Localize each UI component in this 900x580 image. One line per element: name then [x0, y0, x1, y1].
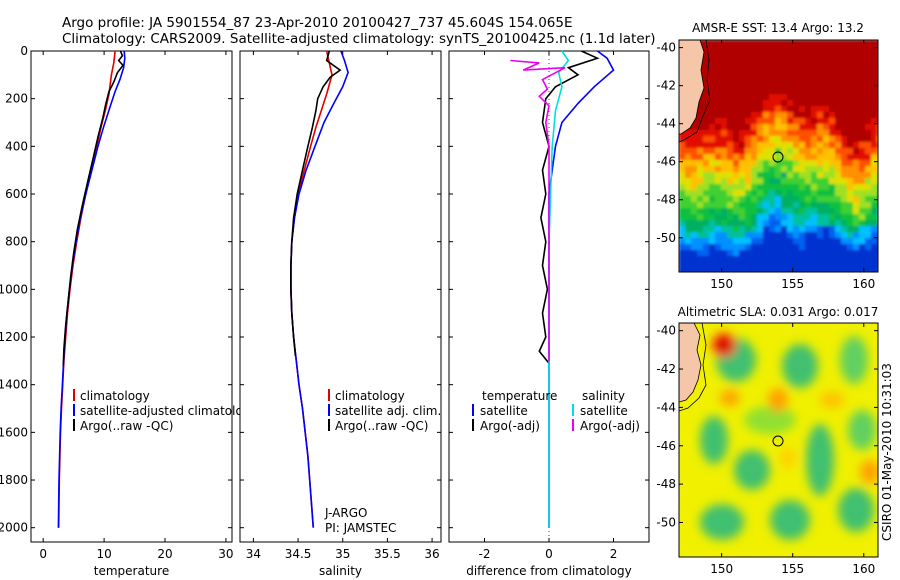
- x-tick-label: 0: [545, 547, 553, 561]
- series-line-magenta: [510, 59, 566, 361]
- x-tick-label: -2: [478, 547, 490, 561]
- map-y-tick-label: -40: [656, 41, 676, 55]
- x-tick-label: 10: [96, 547, 111, 561]
- y-tick-label: 600: [5, 187, 28, 201]
- sla-coast-contour: [679, 323, 707, 412]
- sla-heatmap: [700, 333, 878, 540]
- legend-label: Argo(-adj): [580, 419, 640, 433]
- y-tick-label: 1000: [0, 282, 28, 296]
- map-y-tick-label: -44: [656, 117, 676, 131]
- x-axis-label: difference from climatology: [466, 564, 632, 578]
- sla-map-panel: Altimetric SLA: 0.031 Argo: 0.017: [656, 305, 879, 576]
- sla-argo-marker: [772, 435, 784, 447]
- map-y-tick-label: -50: [656, 231, 676, 245]
- x-tick-label: 35.5: [374, 547, 401, 561]
- legend-label: salinity: [582, 389, 625, 403]
- map-y-tick-label: -40: [656, 324, 676, 338]
- sst-map-title: AMSR-E SST: 13.4 Argo: 13.2: [692, 21, 864, 35]
- y-tick-label: 400: [5, 139, 28, 153]
- y-tick-label: 1800: [0, 473, 28, 487]
- x-tick-label: 35: [335, 547, 350, 561]
- y-tick-label: 200: [5, 92, 28, 106]
- map-y-tick-label: -46: [656, 155, 676, 169]
- x-tick-label: 34.5: [285, 547, 312, 561]
- x-tick-label: 34: [246, 547, 261, 561]
- sla-map-title: Altimetric SLA: 0.031 Argo: 0.017: [678, 305, 879, 319]
- map-y-tick-label: -46: [656, 439, 676, 453]
- y-tick-label: 1600: [0, 425, 28, 439]
- header-line-1: Argo profile: JA 5901554_87 23-Apr-2010 …: [62, 15, 573, 31]
- sst-land: [679, 40, 705, 135]
- legend-label: Argo(-adj): [480, 419, 540, 433]
- x-tick-label: 36: [424, 547, 439, 561]
- y-tick-label: 800: [5, 235, 28, 249]
- map-x-tick-label: 160: [852, 562, 875, 576]
- y-tick-label: 2000: [0, 521, 28, 535]
- sla-land: [679, 323, 702, 403]
- sst-coast-contour: [679, 40, 711, 143]
- x-axis-label: salinity: [319, 564, 362, 578]
- header-line-2: Climatology: CARS2009. Satellite-adjuste…: [62, 31, 655, 47]
- series-line-black: [62, 50, 125, 366]
- x-tick-label: 0: [39, 547, 47, 561]
- annotation-line: PI: JAMSTEC: [325, 521, 396, 535]
- y-tick-label: 0: [20, 44, 28, 58]
- temperature-panel: 0 10 20 30 0 200 400 600 800 1000 1200 1400 1600 1800…: [0, 44, 258, 578]
- x-axis-label: temperature: [94, 564, 169, 578]
- legend-label: Argo(..raw -QC): [335, 419, 428, 433]
- map-x-tick-label: 150: [710, 277, 733, 291]
- plot-frame: [239, 50, 442, 543]
- map-x-tick-label: 155: [781, 562, 804, 576]
- sst-heatmap: [679, 40, 878, 272]
- sla-axes: 150 155 160 -40 -42 -44 -46 -48 -50: [656, 323, 878, 576]
- map-y-tick-label: -44: [656, 400, 676, 414]
- map-y-tick-label: -42: [656, 79, 676, 93]
- x-tick-label: 30: [218, 547, 233, 561]
- legend-label: satellite: [480, 404, 528, 418]
- map-x-tick-label: 155: [781, 277, 804, 291]
- map-y-tick-label: -48: [656, 477, 676, 491]
- annotation-line: J-ARGO: [324, 506, 367, 520]
- map-x-tick-label: 160: [852, 277, 875, 291]
- legend-label: Argo(..raw -QC): [80, 419, 173, 433]
- series-line-black: [538, 50, 600, 364]
- difference-panel: -2 0 2 difference from climatology temperatu…: [448, 50, 650, 578]
- legend-label: climatology: [80, 389, 150, 403]
- timestamp-side-text: CSIRO 01-May-2010 10:31:03: [880, 363, 894, 541]
- sst-argo-marker: [772, 151, 784, 163]
- sst-axes: 150 155 160 -40 -42 -44 -46 -48 -50: [656, 40, 878, 291]
- map-y-tick-label: -42: [656, 362, 676, 376]
- x-tick-label: 20: [157, 547, 172, 561]
- map-y-tick-label: -48: [656, 193, 676, 207]
- series-line-black: [290, 50, 342, 357]
- map-x-tick-label: 150: [710, 562, 733, 576]
- plot-frame: [30, 50, 233, 543]
- sst-map-panel: AMSR-E SST: 13.4 Argo: 13.2 150 155 160 -40…: [656, 21, 879, 291]
- x-tick-label: 2: [610, 547, 618, 561]
- salinity-panel: 34 34.5 35 35.5 36 salinity climatologysatelli…: [239, 50, 442, 578]
- legend-label: temperature: [482, 389, 557, 403]
- map-y-tick-label: -50: [656, 515, 676, 529]
- legend-label: satellite-adjusted climatology: [80, 404, 258, 418]
- legend-label: satellite adj. clim.: [335, 404, 441, 418]
- y-tick-label: 1400: [0, 378, 28, 392]
- legend-label: climatology: [335, 389, 405, 403]
- legend-label: satellite: [580, 404, 628, 418]
- y-tick-label: 1200: [0, 330, 28, 344]
